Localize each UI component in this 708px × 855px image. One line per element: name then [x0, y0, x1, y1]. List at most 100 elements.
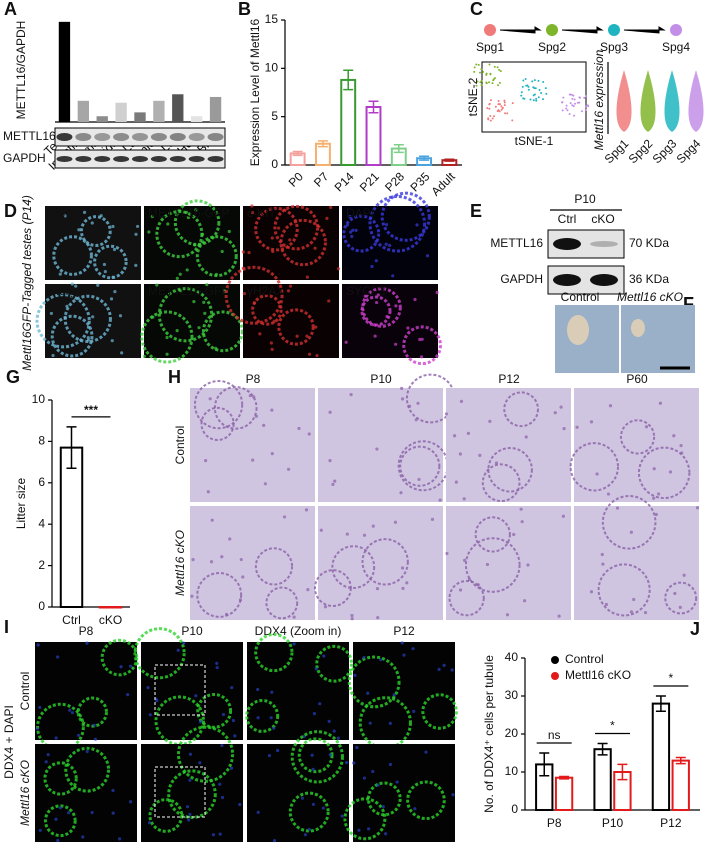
error-bar: [66, 426, 77, 470]
tsne-point: [581, 110, 584, 113]
cell: [188, 812, 192, 817]
cell: [224, 612, 229, 616]
cell: [557, 614, 561, 618]
cell: [385, 222, 389, 227]
error-bar: [419, 155, 430, 161]
cell: [384, 242, 388, 246]
cell: [77, 228, 81, 232]
cell: [90, 221, 94, 225]
cell: [252, 395, 256, 399]
cell: [333, 479, 337, 483]
cell: [272, 838, 277, 843]
cell: [526, 563, 530, 567]
x-tick-label: Ctrl: [62, 613, 81, 627]
cell: [595, 472, 599, 476]
cell: [559, 405, 563, 409]
cell: [248, 393, 252, 398]
y-tick-label: 6: [38, 475, 45, 489]
panel-letter: G: [6, 367, 20, 387]
cell: [376, 616, 380, 620]
cell: [300, 796, 305, 800]
tsne-point: [561, 109, 564, 112]
channel-label: METTL16-GFP: [148, 206, 229, 220]
tsne-point: [503, 101, 506, 104]
cell: [412, 709, 416, 713]
cell: [197, 326, 201, 330]
tsne-point: [498, 103, 501, 106]
tsne-point: [573, 114, 576, 117]
cell: [363, 294, 367, 298]
tsne-point: [566, 109, 569, 112]
error-bar: [292, 150, 303, 157]
y-tick-label: 15: [265, 12, 279, 26]
blot-band: [75, 133, 92, 141]
cell: [239, 557, 243, 562]
cell: [63, 214, 67, 218]
tsne-point: [489, 115, 492, 118]
blot-band: [590, 274, 618, 286]
cell: [85, 641, 89, 645]
tsne-point: [525, 84, 528, 87]
cell: [288, 284, 293, 288]
x-tick-label: P10: [602, 816, 624, 830]
cell: [136, 224, 140, 229]
blot-label: GAPDH: [3, 151, 46, 165]
image-tile: [574, 506, 699, 620]
tsne-point: [499, 70, 502, 73]
cell: [109, 297, 114, 301]
tsne-point: [479, 71, 482, 74]
bar: [153, 100, 165, 122]
cell: [522, 599, 527, 603]
cell: [658, 401, 663, 405]
cell: [204, 459, 208, 463]
cell: [90, 810, 94, 815]
significance-label: ***: [84, 403, 98, 417]
cell: [406, 326, 410, 330]
x-tick-label: P35: [407, 169, 432, 194]
cell: [352, 761, 356, 765]
column-label: DDX4 (Zoom in): [255, 624, 342, 638]
tsne-point: [487, 118, 490, 121]
tubule: [474, 516, 511, 553]
cell: [192, 300, 196, 304]
lane-label: Ctrl: [558, 212, 577, 226]
cell: [147, 230, 151, 234]
tubule: [35, 293, 91, 349]
tubule: [481, 463, 521, 503]
cell: [362, 655, 366, 660]
cell: [374, 259, 378, 263]
blot-band: [113, 156, 130, 162]
cell: [600, 552, 604, 557]
cell: [218, 782, 222, 786]
cell: [111, 788, 115, 793]
cell: [270, 236, 274, 240]
bar: [96, 116, 108, 122]
cell: [345, 223, 350, 227]
tsne-point: [529, 98, 532, 101]
cell: [332, 729, 336, 733]
blot-band: [169, 156, 186, 162]
tsne-point: [562, 96, 565, 99]
cell: [657, 492, 661, 496]
cell: [82, 210, 87, 214]
cell: [327, 719, 331, 723]
cell: [629, 610, 634, 614]
cell: [459, 399, 464, 404]
tsne-point: [488, 63, 491, 66]
cell: [148, 713, 152, 717]
tsne-point: [488, 81, 491, 84]
image-tile: [318, 388, 443, 502]
tsne-y-label: tSNE-2: [466, 77, 480, 116]
cell: [175, 329, 179, 333]
cell: [336, 736, 340, 740]
tsne-point: [489, 99, 492, 102]
tubule: [245, 698, 280, 733]
y-axis-label: Expression Level of Mettl16: [248, 18, 262, 166]
tsne-point: [485, 82, 488, 85]
tsne-point: [544, 87, 547, 90]
panel-letter: J: [690, 619, 700, 639]
tsne-point: [533, 93, 536, 96]
cell: [376, 293, 380, 297]
cell: [682, 573, 686, 577]
cell: [238, 802, 242, 807]
